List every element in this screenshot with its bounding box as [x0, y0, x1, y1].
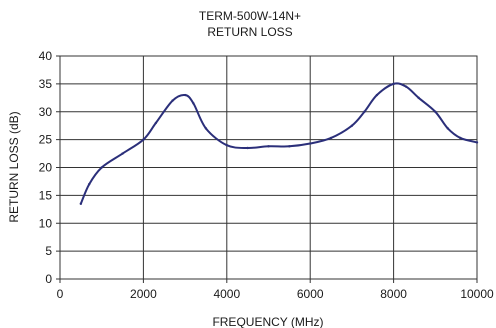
y-axis-label: RETURN LOSS (dB)	[7, 111, 21, 222]
data-point	[204, 127, 208, 130]
data-point	[192, 102, 195, 105]
x-tick-label: 8000	[380, 287, 407, 301]
data-point	[267, 145, 270, 148]
data-point	[87, 183, 91, 186]
x-tick-label: 10000	[460, 287, 494, 301]
data-point	[329, 136, 333, 140]
x-tick-label: 6000	[297, 287, 324, 301]
data-point	[79, 202, 83, 205]
data-point	[142, 138, 145, 141]
tick-labels: 0 2000 4000 6000 8000 10000 0 5 10 15 20 25 30 35 40	[39, 49, 494, 301]
y-tick-label: 35	[39, 77, 53, 91]
data-point	[434, 110, 437, 113]
y-tick-label: 10	[39, 216, 53, 230]
data-point	[475, 141, 479, 144]
data-point	[225, 144, 228, 147]
data-point	[288, 145, 291, 148]
y-tick-label: 30	[39, 105, 53, 119]
y-tick-label: 40	[39, 49, 53, 63]
plot-frame	[59, 55, 478, 280]
series-line-return-loss	[79, 82, 478, 205]
data-point	[121, 152, 124, 155]
data-point	[246, 146, 249, 150]
data-point	[350, 124, 354, 127]
x-axis-label: FREQUENCY (MHz)	[212, 315, 323, 328]
y-tick-label: 0	[45, 272, 52, 286]
y-tick-label: 20	[39, 161, 53, 175]
data-point	[404, 85, 408, 88]
data-point	[309, 142, 312, 145]
y-tick-label: 5	[45, 244, 52, 258]
data-point	[446, 127, 450, 130]
data-point	[363, 110, 366, 113]
chart-title: TERM-500W-14N+	[199, 9, 301, 23]
y-tick-label: 15	[39, 188, 53, 202]
data-point	[171, 99, 174, 102]
grid	[60, 56, 477, 279]
x-tick-label: 2000	[130, 287, 157, 301]
data-point	[100, 166, 103, 169]
data-point	[154, 121, 158, 125]
data-point	[459, 136, 462, 140]
chart-subtitle: RETURN LOSS	[207, 25, 292, 39]
data-point	[392, 82, 395, 86]
y-tick-label: 25	[39, 133, 53, 147]
data-point	[375, 93, 379, 97]
x-tick-label: 0	[57, 287, 64, 301]
x-tick-label: 4000	[213, 287, 240, 301]
data-point	[417, 96, 420, 100]
data-point	[183, 93, 187, 97]
series-group	[79, 82, 479, 205]
